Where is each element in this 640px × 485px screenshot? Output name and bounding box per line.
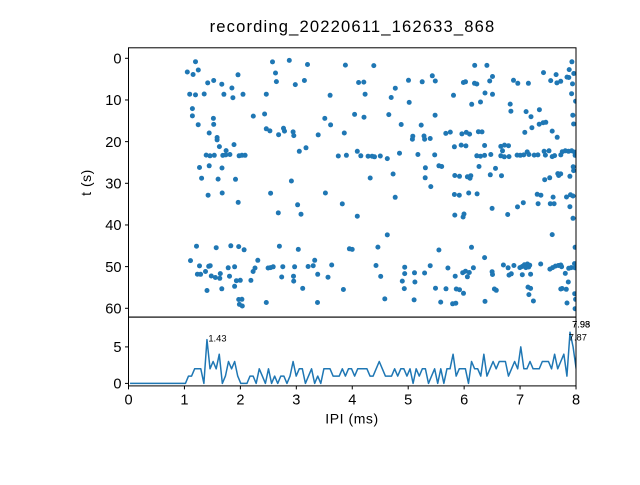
svg-text:IPI (ms): IPI (ms) bbox=[325, 411, 378, 427]
svg-text:60: 60 bbox=[105, 301, 121, 317]
svg-text:5: 5 bbox=[404, 392, 412, 408]
svg-text:0: 0 bbox=[113, 52, 121, 68]
svg-text:7.93: 7.93 bbox=[572, 320, 590, 330]
svg-text:1: 1 bbox=[180, 392, 188, 408]
svg-text:1.43: 1.43 bbox=[208, 334, 226, 344]
svg-text:7.98: 7.98 bbox=[572, 320, 590, 330]
svg-text:40: 40 bbox=[105, 218, 121, 234]
svg-text:6: 6 bbox=[460, 392, 468, 408]
svg-text:20: 20 bbox=[105, 135, 121, 151]
svg-text:0: 0 bbox=[113, 377, 121, 393]
svg-text:3: 3 bbox=[292, 392, 300, 408]
svg-text:5: 5 bbox=[113, 340, 121, 356]
svg-text:8: 8 bbox=[572, 392, 580, 408]
svg-text:7: 7 bbox=[516, 392, 524, 408]
svg-text:recording_20220611_162633_868: recording_20220611_162633_868 bbox=[210, 17, 496, 36]
svg-text:30: 30 bbox=[105, 177, 121, 193]
svg-text:50: 50 bbox=[105, 260, 121, 276]
svg-text:7.87: 7.87 bbox=[569, 333, 587, 343]
svg-text:0: 0 bbox=[124, 392, 132, 408]
svg-text:t (s): t (s) bbox=[78, 169, 94, 196]
svg-text:2: 2 bbox=[236, 392, 244, 408]
svg-text:4: 4 bbox=[348, 392, 356, 408]
svg-text:10: 10 bbox=[105, 93, 121, 109]
